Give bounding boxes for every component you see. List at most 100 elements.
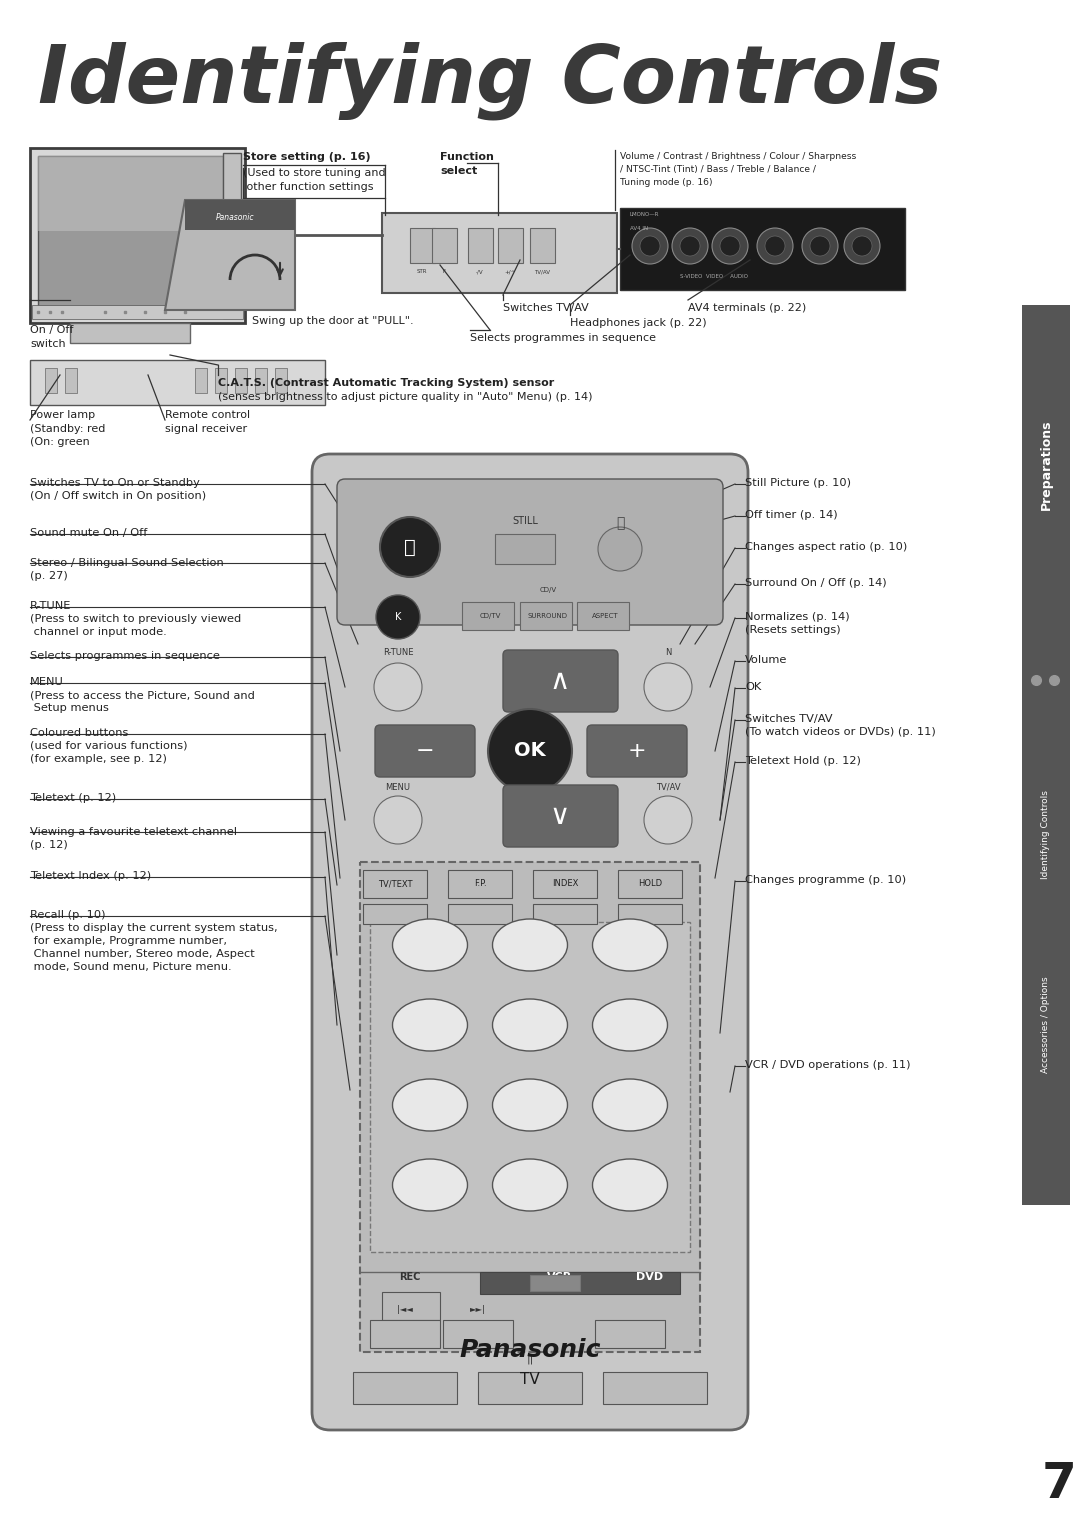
Bar [595,1320,665,1348]
Text: OK: OK [745,681,761,692]
Bar [255,368,267,393]
Text: −: − [416,741,434,761]
Bar [30,148,245,322]
Text: AV4 terminals (p. 22): AV4 terminals (p. 22) [688,303,807,313]
Text: Still Picture (p. 10): Still Picture (p. 10) [745,478,851,487]
Text: Panasonic: Panasonic [216,214,254,223]
Bar [32,306,243,319]
Circle shape [374,796,422,843]
Bar [519,602,572,630]
Bar [1022,306,1070,1206]
Circle shape [632,228,669,264]
Text: C.A.T.S. (Contrast Automatic Tracking System) sensor: C.A.T.S. (Contrast Automatic Tracking Sy… [218,377,554,388]
Text: VCR / DVD operations (p. 11): VCR / DVD operations (p. 11) [745,1060,910,1070]
Bar [618,869,681,898]
Text: ⏻: ⏻ [404,538,416,556]
Text: TV/AV: TV/AV [534,269,550,274]
Ellipse shape [593,999,667,1051]
Text: F.P.: F.P. [474,880,486,888]
Bar [478,1372,582,1404]
FancyBboxPatch shape [375,724,475,778]
Text: MENU: MENU [30,677,64,688]
Text: R-TUNE: R-TUNE [382,648,414,657]
Text: Power lamp: Power lamp [30,410,95,420]
Ellipse shape [593,918,667,970]
Text: Setup menus: Setup menus [30,703,109,714]
FancyBboxPatch shape [588,724,687,778]
Text: Changes aspect ratio (p. 10): Changes aspect ratio (p. 10) [745,542,907,552]
Text: (Press to switch to previously viewed: (Press to switch to previously viewed [30,614,241,623]
Text: Stereo / Bilingual Sound Selection: Stereo / Bilingual Sound Selection [30,558,224,568]
Bar [38,156,222,306]
Bar [353,1372,457,1404]
Bar [45,368,57,393]
Text: (senses brightness to adjust picture quality in "Auto" Menu) (p. 14): (senses brightness to adjust picture qua… [218,393,593,402]
Bar [363,905,427,924]
Text: Channel number, Stereo mode, Aspect: Channel number, Stereo mode, Aspect [30,949,255,960]
Bar [370,1320,440,1348]
Circle shape [810,235,831,257]
Text: STILL: STILL [512,516,538,526]
Text: (Standby: red: (Standby: red [30,423,106,434]
Text: Teletext Index (p. 12): Teletext Index (p. 12) [30,871,151,882]
Text: ||: || [526,1354,534,1365]
Ellipse shape [392,999,468,1051]
Bar [65,368,77,393]
Text: CD/TV: CD/TV [480,613,501,619]
Text: DVD: DVD [636,1271,663,1282]
FancyBboxPatch shape [503,649,618,712]
Circle shape [680,235,700,257]
Text: F: F [443,269,446,274]
Text: (p. 27): (p. 27) [30,571,68,581]
Text: signal receiver: signal receiver [165,423,247,434]
Bar [534,869,597,898]
Text: REC: REC [400,1271,421,1282]
Text: INDEX: INDEX [552,880,578,888]
Bar [410,228,435,263]
Text: ►►|: ►►| [470,1305,486,1314]
Circle shape [720,235,740,257]
Text: (On: green: (On: green [30,437,90,448]
Bar [462,602,514,630]
Text: Volume / Contrast / Brightness / Colour / Sharpness: Volume / Contrast / Brightness / Colour … [620,151,856,160]
Circle shape [765,235,785,257]
Text: ∨: ∨ [550,802,570,830]
Text: Sound mute On / Off: Sound mute On / Off [30,529,147,538]
Bar [30,361,325,405]
Bar [370,921,690,1251]
Text: |◄◄: |◄◄ [397,1305,413,1314]
Text: S-VIDEO  VIDEO    AUDIO: S-VIDEO VIDEO AUDIO [680,274,748,280]
Text: select: select [440,167,477,176]
Ellipse shape [392,918,468,970]
Ellipse shape [392,1079,468,1131]
Text: Volume: Volume [745,656,787,665]
Circle shape [802,228,838,264]
Text: (Resets settings): (Resets settings) [745,625,840,636]
Ellipse shape [492,1160,567,1212]
Text: ⏰: ⏰ [616,516,624,530]
Bar [448,905,512,924]
FancyBboxPatch shape [312,454,748,1430]
Circle shape [712,228,748,264]
Text: Panasonic: Panasonic [459,1339,600,1361]
Text: Changes programme (p. 10): Changes programme (p. 10) [745,876,906,885]
Circle shape [374,663,422,711]
Bar [443,1320,513,1348]
Text: -/V: -/V [476,269,484,274]
Bar [432,228,457,263]
Text: Switches TV/AV: Switches TV/AV [503,303,589,313]
Bar [480,1271,680,1294]
Bar [382,212,617,293]
Text: STR: STR [417,269,428,274]
Text: Normalizes (p. 14): Normalizes (p. 14) [745,613,850,622]
Text: 7: 7 [1042,1459,1077,1508]
Text: Remote control: Remote control [165,410,251,420]
Circle shape [644,663,692,711]
Bar [235,368,247,393]
Bar [498,228,523,263]
Text: (used for various functions): (used for various functions) [30,741,188,750]
Text: Selects programmes in sequence: Selects programmes in sequence [30,651,220,662]
Bar [448,869,512,898]
Circle shape [672,228,708,264]
Text: LMONO—R: LMONO—R [630,212,660,217]
